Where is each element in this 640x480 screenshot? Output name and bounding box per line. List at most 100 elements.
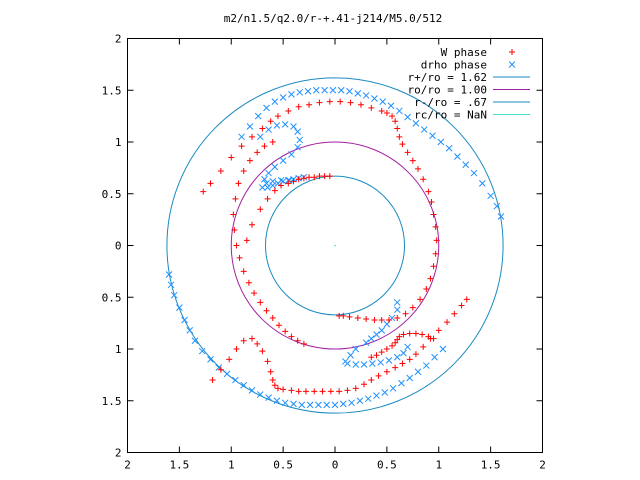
w-phase-point (336, 312, 343, 319)
drho-phase-point (368, 360, 376, 367)
drho-phase-point (263, 180, 270, 187)
w-phase-point (425, 188, 432, 195)
w-phase-point (288, 333, 295, 340)
w-phase-point (321, 173, 328, 180)
drho-phase-point (176, 304, 183, 311)
w-phase-point (238, 143, 245, 150)
drho-phase-point (285, 176, 293, 184)
drho-phase-point (404, 113, 411, 121)
w-phase-point (269, 377, 276, 384)
x-tick-label: 0.5 (273, 459, 293, 472)
drho-phase-point (198, 347, 206, 355)
w-phase-point (316, 99, 323, 106)
w-phase-point (275, 322, 282, 329)
w-phase-point (251, 290, 258, 297)
drho-phase-point (414, 368, 422, 376)
w-phase-point (368, 377, 375, 384)
w-phase-point (412, 330, 419, 337)
w-phase-point (257, 299, 264, 306)
w-phase-point (378, 349, 385, 356)
w-phase-point (430, 335, 437, 342)
y-axis-ticks: 2 1.5 1 0.5 0 0.5 1 1.5 2 (102, 33, 543, 460)
drho-phase-point (186, 327, 194, 334)
drho-phase-point (367, 335, 375, 343)
reference-circle (264, 175, 406, 316)
legend-marker (508, 61, 516, 68)
drho-phase-point (381, 389, 389, 396)
w-phase-point (378, 107, 385, 114)
drho-phase-point (238, 133, 245, 141)
drho-phase-point (462, 161, 470, 169)
w-phase-point (245, 279, 252, 286)
w-phase-point (233, 242, 240, 249)
w-phase-point (295, 103, 302, 110)
drho-phase-point (371, 95, 378, 102)
w-phase-point (399, 141, 406, 148)
w-phase-point (409, 157, 416, 164)
w-phase-point (264, 195, 271, 202)
w-phase-point (228, 154, 235, 161)
w-phase-point (326, 98, 333, 105)
drho-phase-point (294, 128, 302, 136)
y-tick-label: 0 (115, 240, 122, 253)
y-tick-label: 2 (115, 33, 122, 46)
drho-phase-point (265, 394, 272, 401)
drho-phase-point (294, 143, 302, 151)
drho-phase-point (354, 90, 362, 97)
legend-label: W phase (441, 46, 487, 59)
drho-phase-point (273, 397, 281, 405)
w-phase-point (361, 381, 368, 388)
drho-phase-point (331, 401, 339, 409)
drho-phase-point (254, 112, 262, 120)
w-phase-point (392, 339, 399, 346)
w-phase-point (233, 346, 240, 352)
drho-phase-point (271, 163, 279, 171)
w-phase-point (254, 149, 261, 156)
w-phase-point (311, 174, 318, 181)
w-phase-point (435, 327, 442, 334)
w-phase-point (371, 317, 378, 324)
drho-phase-point (337, 86, 345, 94)
drho-phase-point (170, 291, 178, 299)
drho-phase-point (393, 353, 401, 361)
chart-title: m2/n1.5/q2.0/r-+.41-j214/M5.0/512 (224, 12, 443, 25)
drho-phase-point (296, 88, 304, 96)
x-tick-label: 0.5 (377, 459, 397, 472)
drho-phase-point (240, 381, 248, 389)
w-phase-point (409, 304, 416, 311)
w-phase-point (246, 157, 253, 164)
w-phase-point (235, 180, 242, 187)
w-phase-point (432, 223, 439, 230)
w-phase-point (226, 356, 233, 363)
w-phase-point (306, 174, 313, 181)
w-phase-point (425, 333, 432, 340)
drho-phase-point (478, 180, 486, 187)
w-phase-point (337, 98, 344, 105)
drho-phase-point (181, 316, 188, 324)
w-phase-point (285, 180, 292, 187)
drho-phase-point (445, 144, 453, 152)
y-tick-label: 2 (115, 447, 122, 460)
w-phase-point (282, 328, 289, 335)
x-tick-label: 1.5 (169, 459, 189, 472)
w-phase-point (463, 296, 470, 303)
w-phase-point (406, 330, 413, 337)
drho-phase-point (263, 104, 270, 112)
w-phase-point (375, 372, 382, 379)
drho-phase-point (279, 94, 287, 101)
w-phase-point (240, 268, 247, 275)
w-phase-point (300, 175, 307, 182)
drho-phase-point (360, 361, 368, 368)
w-phase-point (347, 99, 354, 106)
drho-phase-point (387, 102, 395, 110)
center-point (334, 244, 336, 247)
w-phase-point (357, 101, 364, 108)
w-phase-point (354, 314, 361, 321)
w-phase-point (280, 386, 287, 393)
legend-label: r+/ro = 1.62 (408, 71, 487, 84)
w-phase-point (344, 387, 351, 394)
x-tick-label: 0 (332, 459, 339, 472)
w-phase-point (209, 377, 216, 384)
x-tick-label: 1 (228, 459, 235, 472)
drho-phase-point (284, 176, 292, 184)
